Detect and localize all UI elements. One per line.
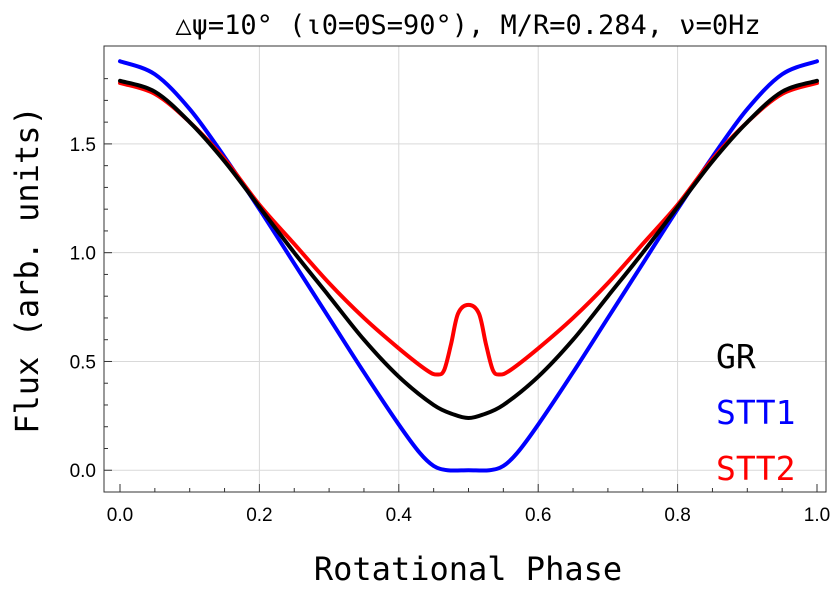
x-tick-label: 1.0 — [804, 505, 830, 526]
x-tick-label: 0.8 — [664, 505, 690, 526]
series-line-stt1 — [118, 59, 819, 473]
x-tick-label: 0.4 — [386, 505, 413, 526]
y-tick-label: 1.0 — [70, 244, 96, 265]
plot-frame — [103, 45, 827, 493]
legend: GR STT1 STT2 — [716, 337, 795, 488]
x-tick-label: 0.2 — [246, 505, 272, 526]
y-tick-label: 0.5 — [70, 352, 96, 373]
x-tick-label: 0.0 — [107, 505, 133, 526]
y-tick-label: 0.0 — [70, 461, 96, 482]
series-line-gr — [118, 78, 819, 421]
series-line-stt2 — [118, 80, 819, 377]
y-tick-label: 1.5 — [70, 135, 96, 156]
y-axis-label: Flux (arb. units) — [8, 106, 46, 434]
legend-label-stt2: STT2 — [716, 449, 795, 488]
series — [118, 59, 819, 473]
x-tick-label: 0.6 — [525, 505, 551, 526]
chart-title: △ψ=10° (ι0=ΘS=90°), M/R=0.284, ν=0Hz — [175, 10, 760, 41]
legend-label-stt1: STT1 — [716, 393, 795, 432]
legend-label-gr: GR — [716, 337, 756, 376]
x-axis-label: Rotational Phase — [314, 550, 622, 588]
axis-ticks: 0.0 0.2 0.4 0.6 0.8 1.0 0.0 0.5 1.0 1.5 — [70, 78, 830, 526]
